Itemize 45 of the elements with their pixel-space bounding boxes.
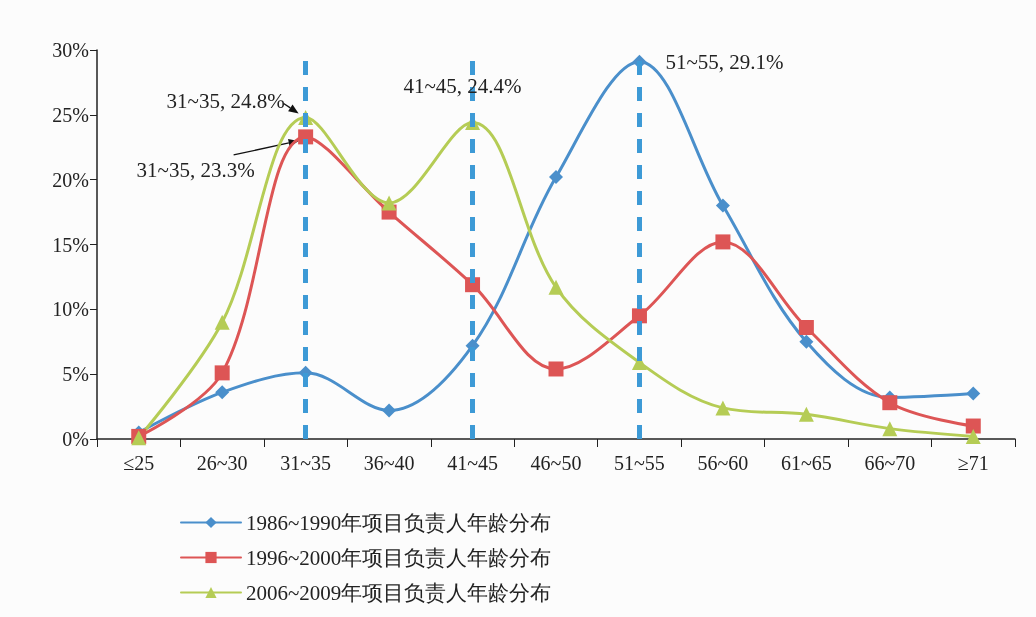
point (381, 195, 397, 211)
point (966, 386, 981, 401)
y-tick-label: 20% (52, 168, 89, 191)
point (214, 314, 230, 330)
x-tick-label: ≤25 (123, 452, 155, 474)
annotation: 51~55, 29.1% (665, 49, 784, 74)
point (631, 308, 647, 324)
point (965, 428, 981, 444)
annotation: 41~45, 24.4% (403, 73, 522, 98)
point (548, 361, 564, 377)
point (215, 385, 230, 400)
y-tick-label: 5% (62, 363, 89, 386)
point (715, 400, 731, 416)
point (965, 418, 981, 434)
point (548, 279, 564, 295)
x-tick-label: 46~50 (530, 452, 582, 474)
point (798, 319, 814, 335)
legend-label: 1996~2000年项目负责人年龄分布 (246, 545, 552, 570)
point (382, 403, 397, 418)
point (799, 334, 814, 349)
x-tick-label: ≥71 (957, 452, 989, 474)
point (715, 198, 730, 213)
x-tick-label: 51~55 (614, 452, 665, 474)
y-tick-label: 25% (52, 103, 89, 126)
x-tick-label: 31~35 (280, 452, 332, 474)
x-tick-label: 36~40 (363, 452, 415, 474)
x-tick-label: 66~70 (864, 452, 916, 474)
x-tick-label: 56~60 (697, 452, 749, 474)
point (882, 395, 898, 411)
point (214, 365, 230, 381)
point (798, 406, 814, 422)
y-tick-label: 30% (52, 39, 89, 61)
point (715, 234, 731, 250)
point (549, 170, 563, 185)
x-tick-label: 61~65 (780, 452, 832, 474)
y-tick-label: 0% (62, 428, 89, 450)
x-tick-label: 41~45 (447, 452, 498, 474)
y-tick-label: 10% (52, 298, 89, 321)
x-tick-label: 26~30 (196, 452, 248, 474)
legend-label: 1986~1990年项目负责人年龄分布 (246, 510, 552, 535)
legend-label: 2006~2009年项目负责人年龄分布 (246, 580, 552, 605)
annotation: 31~35, 23.3% (136, 157, 255, 182)
annotation: 31~35, 24.8% (166, 89, 285, 114)
point (882, 421, 898, 437)
y-tick-label: 15% (52, 233, 89, 256)
